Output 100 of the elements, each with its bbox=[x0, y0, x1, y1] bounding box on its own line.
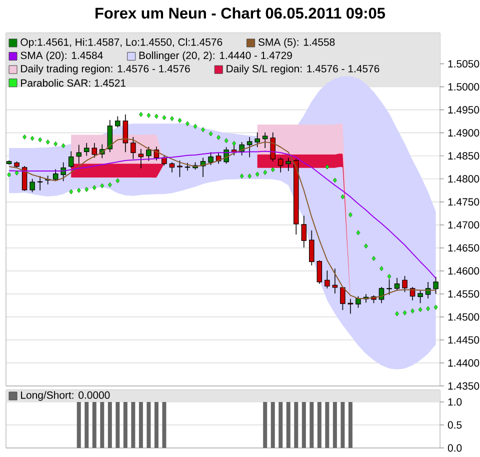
candlestick bbox=[356, 296, 361, 308]
y-tick-label: 0.5 bbox=[448, 421, 462, 429]
y-tick-label: 1.4550 bbox=[448, 290, 480, 298]
point bbox=[434, 304, 438, 310]
y-tick-label: 1.4450 bbox=[448, 336, 480, 344]
point bbox=[325, 164, 330, 170]
candlestick bbox=[418, 290, 423, 304]
candlestick bbox=[37, 176, 43, 191]
candlestick bbox=[162, 155, 167, 166]
point bbox=[116, 178, 120, 184]
point bbox=[426, 306, 430, 312]
y-tick-label: 1.4800 bbox=[448, 175, 480, 183]
point bbox=[38, 137, 42, 142]
candlestick bbox=[378, 286, 384, 304]
point bbox=[216, 134, 220, 140]
y-tick-label: 1.4350 bbox=[448, 382, 480, 390]
point bbox=[178, 118, 182, 123]
point bbox=[418, 307, 422, 312]
candlestick bbox=[402, 276, 408, 292]
point bbox=[340, 194, 345, 200]
chart-title: Forex um Neun - Chart 06.05.2011 09:05 bbox=[96, 7, 386, 19]
y-tick-label: 1.5050 bbox=[448, 60, 480, 68]
legend-label: Parabolic SAR: 1.4521 bbox=[21, 79, 126, 87]
point bbox=[240, 174, 244, 179]
point bbox=[333, 178, 337, 183]
candlestick bbox=[348, 298, 354, 314]
candlestick bbox=[30, 178, 35, 193]
legend-label: Op:1.4561, Hi:1.4587, Lo:1.4550, Cl:1.4576 bbox=[20, 38, 222, 48]
legend-label: Daily trading region: 1.4576 - 1.4576 bbox=[21, 64, 190, 74]
point bbox=[410, 308, 414, 314]
point bbox=[402, 310, 407, 316]
point bbox=[30, 136, 34, 141]
legend-label: Bollinger (20, 2): 1.4440 - 1.4729 bbox=[139, 51, 292, 62]
y-tick-label: 1.4600 bbox=[448, 267, 480, 275]
point bbox=[348, 212, 352, 218]
y-tick-label: 0.0 bbox=[448, 444, 462, 452]
point bbox=[54, 141, 58, 146]
candlestick bbox=[169, 162, 175, 173]
y-tick-label: 1.0 bbox=[448, 398, 462, 406]
point bbox=[154, 114, 158, 119]
point bbox=[84, 186, 89, 192]
y-tick-label: 1.4500 bbox=[448, 313, 480, 321]
candlestick bbox=[332, 268, 338, 294]
y-tick-label: 1.4950 bbox=[448, 106, 480, 114]
point bbox=[395, 311, 399, 316]
point bbox=[364, 244, 368, 249]
y-tick-label: 1.4700 bbox=[448, 221, 480, 229]
point bbox=[232, 140, 236, 146]
y-tick-label: 1.4650 bbox=[448, 244, 480, 252]
point bbox=[186, 121, 190, 126]
legend-label: Daily S/L region: 1.4576 - 1.4576 bbox=[226, 64, 380, 74]
candlestick bbox=[340, 286, 346, 310]
candlestick bbox=[278, 157, 284, 173]
point bbox=[248, 174, 252, 179]
candlestick bbox=[301, 215, 307, 248]
point bbox=[61, 143, 66, 148]
point bbox=[100, 183, 104, 188]
candlestick bbox=[270, 132, 276, 162]
candlestick bbox=[394, 277, 400, 292]
point bbox=[356, 230, 360, 236]
candlestick bbox=[146, 146, 152, 162]
point bbox=[224, 138, 228, 144]
candlestick bbox=[107, 120, 113, 153]
point bbox=[69, 189, 74, 194]
point bbox=[380, 266, 384, 272]
candlestick bbox=[68, 150, 74, 168]
point bbox=[263, 170, 268, 175]
point bbox=[108, 182, 112, 188]
point bbox=[387, 274, 392, 279]
legend-label: SMA (20): 1.4584 bbox=[20, 51, 103, 62]
point bbox=[76, 188, 81, 193]
point bbox=[372, 256, 376, 261]
candlestick bbox=[324, 270, 330, 289]
point bbox=[14, 170, 19, 176]
candlestick bbox=[254, 132, 260, 148]
candlestick bbox=[115, 116, 120, 128]
point bbox=[146, 112, 151, 118]
candlestick bbox=[208, 152, 214, 166]
candlestick bbox=[138, 148, 144, 169]
point bbox=[270, 167, 275, 172]
point bbox=[170, 116, 174, 122]
point bbox=[255, 172, 260, 177]
candlestick bbox=[262, 132, 268, 148]
candlestick bbox=[309, 230, 314, 266]
candlestick bbox=[433, 276, 438, 294]
candlestick bbox=[122, 114, 128, 153]
y-tick-label: 1.5000 bbox=[448, 83, 480, 91]
point bbox=[162, 115, 166, 120]
candlestick bbox=[386, 278, 392, 296]
candlestick bbox=[286, 157, 292, 172]
candlestick bbox=[52, 168, 58, 182]
candlestick bbox=[92, 142, 98, 158]
point bbox=[201, 127, 205, 132]
y-tick-label: 1.4900 bbox=[448, 129, 480, 137]
point bbox=[139, 112, 143, 117]
legend-label: Long/Short: 0.0000 bbox=[21, 391, 110, 401]
point bbox=[92, 185, 96, 190]
point bbox=[208, 131, 213, 136]
y-tick-label: 1.4400 bbox=[448, 359, 480, 367]
point bbox=[193, 124, 198, 129]
